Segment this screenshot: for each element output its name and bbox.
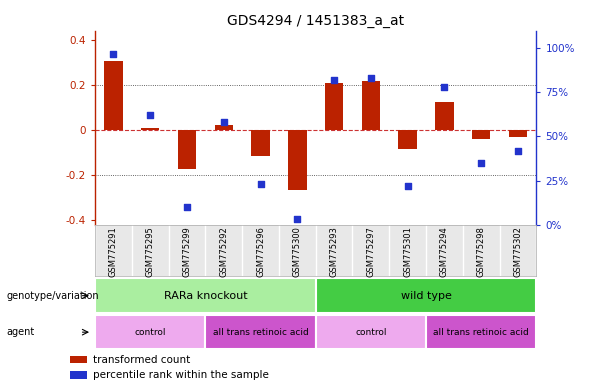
Point: [403, 183, 413, 189]
Bar: [70, 356, 86, 364]
Text: wild type: wild type: [401, 291, 451, 301]
Bar: [426, 315, 536, 349]
Bar: [251, 130, 270, 156]
Text: control: control: [355, 328, 387, 337]
Point: [292, 216, 302, 222]
Title: GDS4294 / 1451383_a_at: GDS4294 / 1451383_a_at: [227, 14, 404, 28]
Text: GSM775301: GSM775301: [403, 226, 412, 277]
Point: [219, 119, 229, 126]
Bar: [205, 315, 316, 349]
Point: [256, 181, 265, 187]
Text: GSM775297: GSM775297: [367, 226, 375, 277]
Text: GSM775292: GSM775292: [219, 226, 228, 277]
Point: [440, 84, 449, 90]
Bar: [104, 61, 123, 130]
Text: all trans retinoic acid: all trans retinoic acid: [213, 328, 308, 337]
Text: GSM775298: GSM775298: [477, 226, 485, 277]
Bar: [95, 278, 316, 313]
Bar: [362, 81, 380, 130]
Point: [476, 160, 486, 166]
Bar: [95, 315, 205, 349]
Text: transformed count: transformed count: [93, 355, 191, 365]
Bar: [398, 130, 417, 149]
Bar: [435, 102, 454, 130]
Text: percentile rank within the sample: percentile rank within the sample: [93, 370, 269, 380]
Bar: [288, 130, 306, 190]
Text: GSM775299: GSM775299: [183, 226, 191, 277]
Text: genotype/variation: genotype/variation: [6, 291, 99, 301]
Bar: [70, 371, 86, 379]
Point: [182, 204, 192, 210]
Text: GSM775293: GSM775293: [330, 226, 338, 277]
Point: [329, 77, 339, 83]
Text: GSM775294: GSM775294: [440, 226, 449, 277]
Bar: [141, 127, 159, 130]
Text: agent: agent: [6, 327, 34, 337]
Text: GSM775291: GSM775291: [109, 226, 118, 277]
Bar: [472, 130, 490, 139]
Bar: [509, 130, 527, 137]
Text: control: control: [134, 328, 166, 337]
Point: [145, 112, 155, 118]
Text: GSM775302: GSM775302: [514, 226, 522, 277]
Text: RARa knockout: RARa knockout: [164, 291, 247, 301]
Text: all trans retinoic acid: all trans retinoic acid: [433, 328, 529, 337]
Bar: [325, 83, 343, 130]
Bar: [316, 278, 536, 313]
Point: [109, 51, 118, 57]
Point: [513, 147, 523, 154]
Text: GSM775300: GSM775300: [293, 226, 302, 277]
Bar: [316, 315, 426, 349]
Bar: [178, 130, 196, 169]
Text: GSM775295: GSM775295: [146, 226, 154, 277]
Text: GSM775296: GSM775296: [256, 226, 265, 277]
Bar: [215, 126, 233, 130]
Point: [366, 75, 376, 81]
